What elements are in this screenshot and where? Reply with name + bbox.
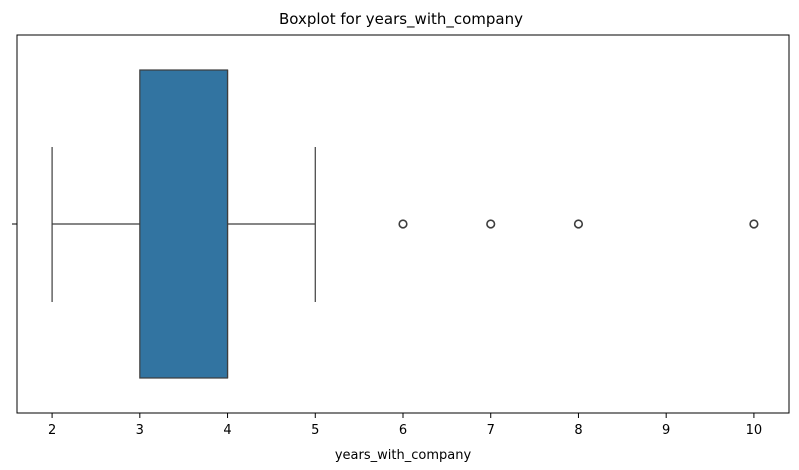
x-tick-label: 8 <box>574 423 582 438</box>
x-tick-label: 2 <box>48 423 56 438</box>
x-axis-label: years_with_company <box>335 448 472 463</box>
chart-title: Boxplot for years_with_company <box>279 10 523 29</box>
x-tick-label: 10 <box>746 423 763 438</box>
outlier-point <box>573 219 584 229</box>
x-tick-label: 6 <box>399 423 407 438</box>
x-tick-label: 4 <box>223 423 231 438</box>
box-layer <box>51 69 759 379</box>
x-tick-label: 7 <box>487 423 495 438</box>
x-tick-label: 9 <box>662 423 670 438</box>
iqr-box <box>139 69 229 379</box>
outlier-point <box>486 219 496 229</box>
outlier-point <box>749 219 759 229</box>
x-tick-label: 3 <box>136 423 144 438</box>
x-tick-label: 5 <box>311 423 319 438</box>
x-axis: 2 3 4 5 6 7 8 9 10 <box>48 413 762 438</box>
outlier-point <box>398 219 408 229</box>
